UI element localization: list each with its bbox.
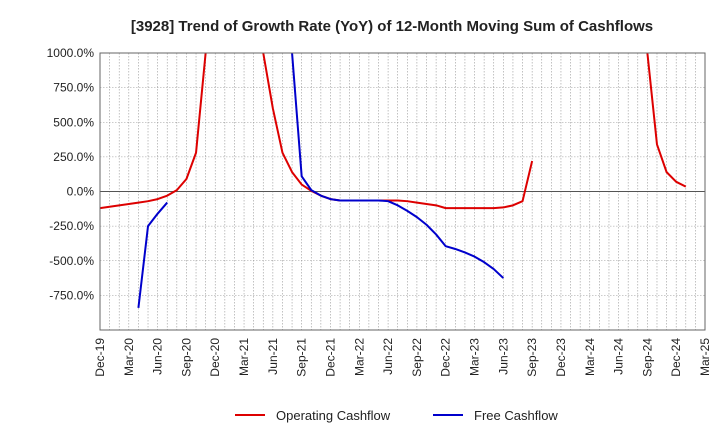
- x-tick-label: Sep-20: [179, 338, 193, 377]
- x-tick-label: Jun-20: [151, 338, 165, 375]
- series-line-2-segment-1: [137, 201, 168, 308]
- x-tick-label: Mar-25: [698, 338, 712, 376]
- x-tick-label: Sep-24: [640, 338, 654, 377]
- chart-title: [3928] Trend of Growth Rate (YoY) of 12-…: [131, 18, 653, 35]
- x-tick-label: Mar-22: [352, 338, 366, 376]
- x-tick-label: Dec-21: [323, 338, 337, 377]
- x-tick-label: Mar-23: [468, 338, 482, 376]
- y-tick-label: 750.0%: [53, 81, 94, 95]
- x-tick-label: Sep-22: [410, 338, 424, 377]
- x-tick-label: Dec-24: [669, 338, 683, 377]
- x-tick-label: Dec-23: [554, 338, 568, 377]
- x-tick-label: Mar-24: [583, 338, 597, 376]
- y-tick-label: 500.0%: [53, 115, 94, 129]
- plot-frame: [99, 52, 706, 331]
- series-line-1-segment-1: [100, 53, 207, 210]
- series-line-1-segment-3: [646, 53, 687, 188]
- y-axis-ticks: 1000.0% 750.0% 500.0% 250.0% 0.0% -250.0% -500…: [47, 46, 95, 302]
- y-tick-label: 1000.0%: [47, 46, 95, 60]
- series-group: [100, 53, 687, 308]
- x-tick-label: Jun-21: [266, 338, 280, 375]
- x-axis-ticks: Dec-19 Mar-20 Jun-20 Sep-20 Dec-20 Mar-21 Jun-…: [93, 338, 712, 377]
- y-tick-label: 0.0%: [67, 185, 95, 199]
- legend-label-2: Free Cashflow: [474, 408, 558, 423]
- y-tick-label: -250.0%: [49, 219, 94, 233]
- x-tick-label: Jun-24: [612, 338, 626, 375]
- x-tick-label: Dec-22: [439, 338, 453, 377]
- x-tick-label: Mar-21: [237, 338, 251, 376]
- y-tick-label: -500.0%: [49, 254, 94, 268]
- legend: Operating Cashflow Free Cashflow: [235, 408, 558, 423]
- legend-label-1: Operating Cashflow: [276, 408, 391, 423]
- y-tick-label: 250.0%: [53, 150, 94, 164]
- x-tick-label: Sep-23: [525, 338, 539, 377]
- y-tick-label: -750.0%: [49, 288, 94, 302]
- x-tick-label: Sep-21: [295, 338, 309, 377]
- x-tick-label: Dec-20: [208, 338, 222, 377]
- series-line-1-segment-2: [262, 53, 534, 210]
- series-line-2-segment-2: [291, 53, 505, 279]
- x-tick-label: Jun-22: [381, 338, 395, 375]
- x-tick-label: Jun-23: [496, 338, 510, 375]
- x-tick-label: Mar-20: [122, 338, 136, 376]
- x-tick-label: Dec-19: [93, 338, 107, 377]
